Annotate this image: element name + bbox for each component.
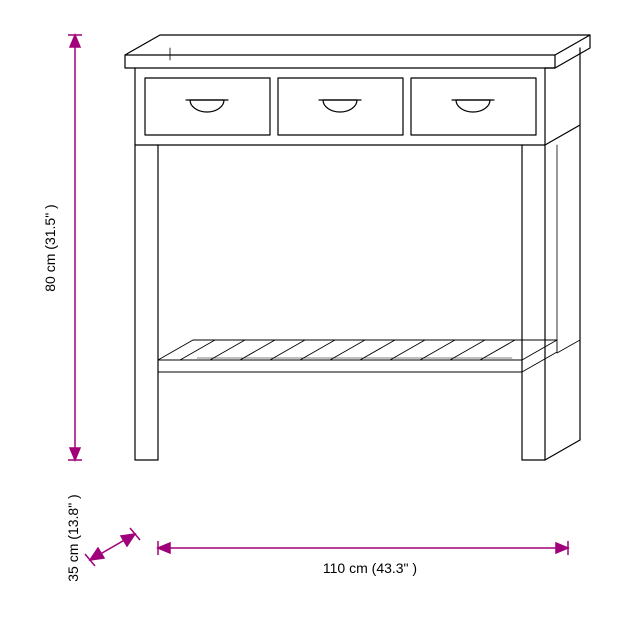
- width-label: 110 cm (43.3" ): [300, 560, 440, 576]
- table-outline: [125, 35, 590, 460]
- drawer-1: [145, 78, 270, 135]
- apron-front: [135, 68, 545, 145]
- drawer-3: [411, 78, 536, 135]
- drawer-2: [278, 78, 403, 135]
- leg-front-left: [135, 145, 158, 460]
- dimension-lines: [68, 35, 568, 566]
- tabletop: [125, 35, 590, 55]
- dim-width: [158, 541, 568, 555]
- dim-height: [68, 35, 82, 460]
- height-label: 80 cm (31.5" ): [42, 188, 58, 308]
- slatted-shelf: [158, 340, 557, 372]
- leg-front-right: [522, 145, 545, 460]
- dim-depth: [85, 528, 140, 566]
- depth-label: 35 cm (13.8" ): [65, 483, 81, 593]
- dimension-diagram: [0, 0, 620, 620]
